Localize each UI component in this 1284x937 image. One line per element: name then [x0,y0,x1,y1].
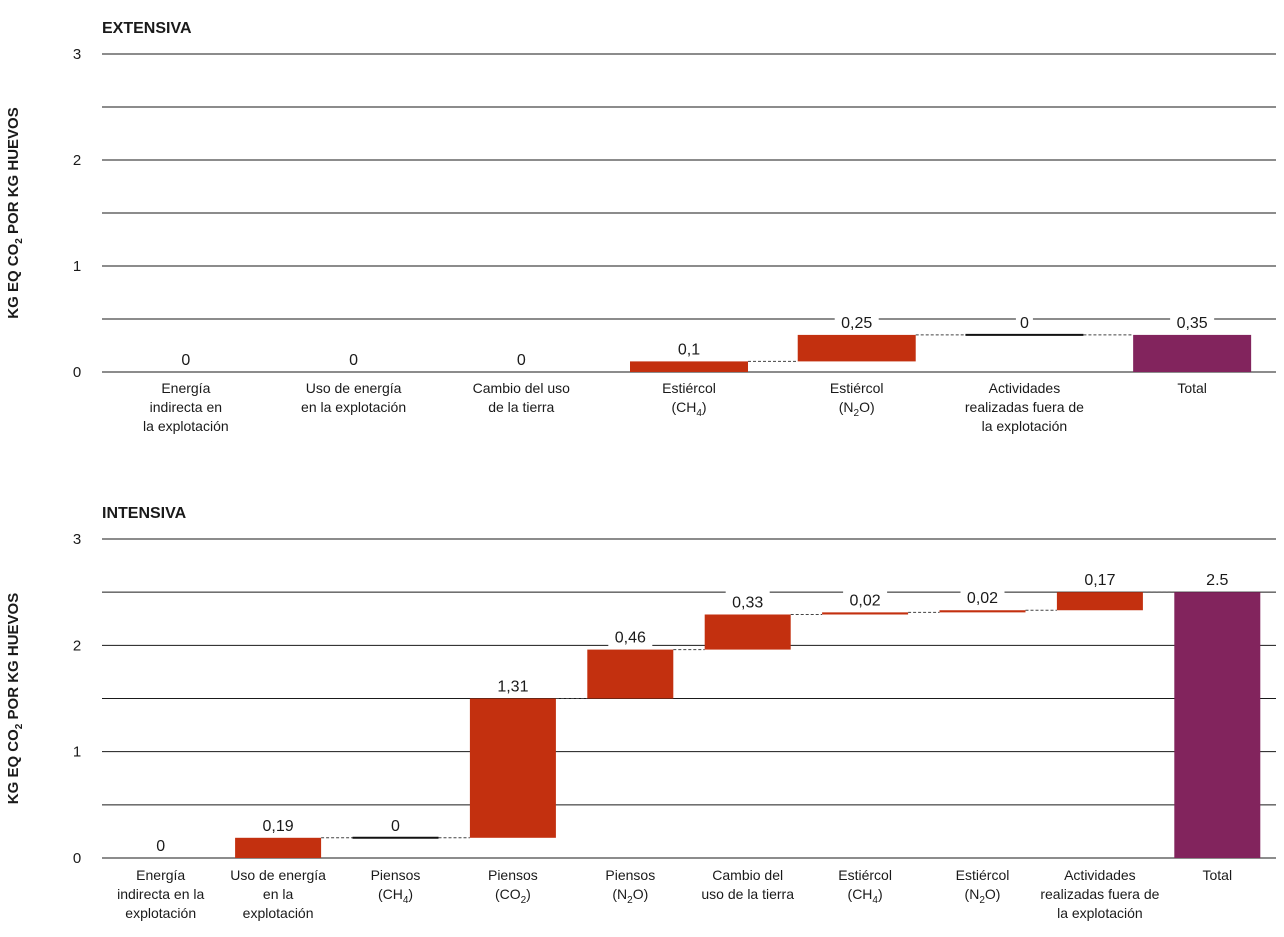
bar [704,614,791,650]
y-axis-label: KG EQ CO2 POR KG HUEVOS [5,593,25,804]
bar [469,698,556,838]
category-label: Actividades [1064,867,1136,883]
category-label: indirecta en [150,399,222,415]
category-label: Total [1203,867,1233,883]
data-label: 0,02 [850,592,881,609]
bar [822,612,909,615]
panel-title: EXTENSIVA [102,20,192,37]
category-label: la explotación [143,418,229,434]
data-label: 2.5 [1206,572,1228,589]
data-label: 0 [349,352,358,369]
label-bg [256,814,301,835]
label-bg [671,338,707,359]
panel-intensiva: INTENSIVA KG EQ CO2 POR KG HUEVOS 0 1 2 3 0 Ene… [5,505,1276,921]
category-label: Piensos [488,867,538,883]
bar [1056,592,1143,611]
category-label: Estiércol [956,867,1010,883]
bar [797,334,916,362]
category-label: en la explotación [301,399,406,415]
category-label: (N2O) [612,886,648,906]
category-label: realizadas fuera de [1040,886,1159,902]
label-bg [345,349,363,369]
data-label: 0,1 [678,341,700,358]
data-label: 0,25 [841,315,872,332]
category-label: indirecta en la [117,886,204,902]
label-bg [843,589,888,610]
category-label: (N2O) [965,886,1001,906]
total-bar [1133,334,1252,372]
y-tick-label: 0 [73,364,81,381]
label-bg [1199,569,1235,590]
category-label: realizadas fuera de [965,399,1084,415]
category-label: Estiércol [830,380,884,396]
y-tick-label: 3 [73,46,81,63]
data-label: 0 [181,352,190,369]
category-label: Energía [161,380,210,396]
category-label: (N2O) [839,399,875,419]
y-tick-label: 1 [73,744,81,761]
panel-title: INTENSIVA [102,505,187,522]
label-bg [834,311,879,332]
data-label: 0,46 [615,630,646,647]
label-bg [1015,311,1033,332]
category-label: Energía [136,867,185,883]
category-label: de la tierra [488,399,554,415]
data-label: 0,19 [263,818,294,835]
category-label: Uso de energía [306,380,402,396]
category-label: Piensos [605,867,655,883]
bar [939,610,1026,613]
bar [587,649,674,699]
data-label: 0,17 [1084,572,1115,589]
category-label: Piensos [371,867,421,883]
category-label: explotación [125,905,196,921]
y-tick-label: 0 [73,850,81,867]
data-label: 1,31 [497,679,528,696]
y-tick-label: 2 [73,637,81,654]
label-bg [725,591,770,612]
data-label: 0 [391,818,400,835]
category-label: (CH4) [671,399,706,419]
data-label: 0 [1020,315,1029,332]
category-label: la explotación [1057,905,1143,921]
category-label: Actividades [989,380,1061,396]
category-label: Cambio del [712,867,783,883]
data-label: 0,33 [732,594,763,611]
category-label: explotación [243,905,314,921]
category-label: Uso de energía [230,867,326,883]
y-tick-label: 3 [73,531,81,548]
bar [630,361,748,372]
category-label: Estiércol [838,867,892,883]
y-axis-label: KG EQ CO2 POR KG HUEVOS [5,107,25,318]
data-label: 0 [156,838,165,855]
category-label: Estiércol [662,380,716,396]
label-bg [960,587,1005,608]
panel-extensiva: EXTENSIVA KG EQ CO2 POR KG HUEVOS 0 1 2 3 0 Ene… [5,20,1276,434]
label-bg [387,814,404,835]
data-label: 0 [517,352,526,369]
bar [235,837,322,858]
category-label: Cambio del uso [473,380,570,396]
label-bg [152,835,170,855]
y-tick-label: 1 [73,258,81,275]
category-label: la explotación [982,418,1068,434]
category-label: Total [1177,380,1207,396]
category-label: en la [263,886,294,902]
total-bar [1174,592,1261,858]
category-label: uso de la tierra [701,886,794,902]
label-bg [1170,311,1215,332]
category-label: (CH4) [848,886,883,906]
label-bg [512,349,530,369]
category-label: (CO2) [495,886,531,906]
label-bg [608,626,653,647]
data-label: 0,35 [1177,315,1208,332]
label-bg [177,349,195,369]
category-label: (CH4) [378,886,413,906]
y-tick-label: 2 [73,152,81,169]
data-label: 0,02 [967,590,998,607]
label-bg [1077,569,1122,590]
label-bg [490,675,535,696]
